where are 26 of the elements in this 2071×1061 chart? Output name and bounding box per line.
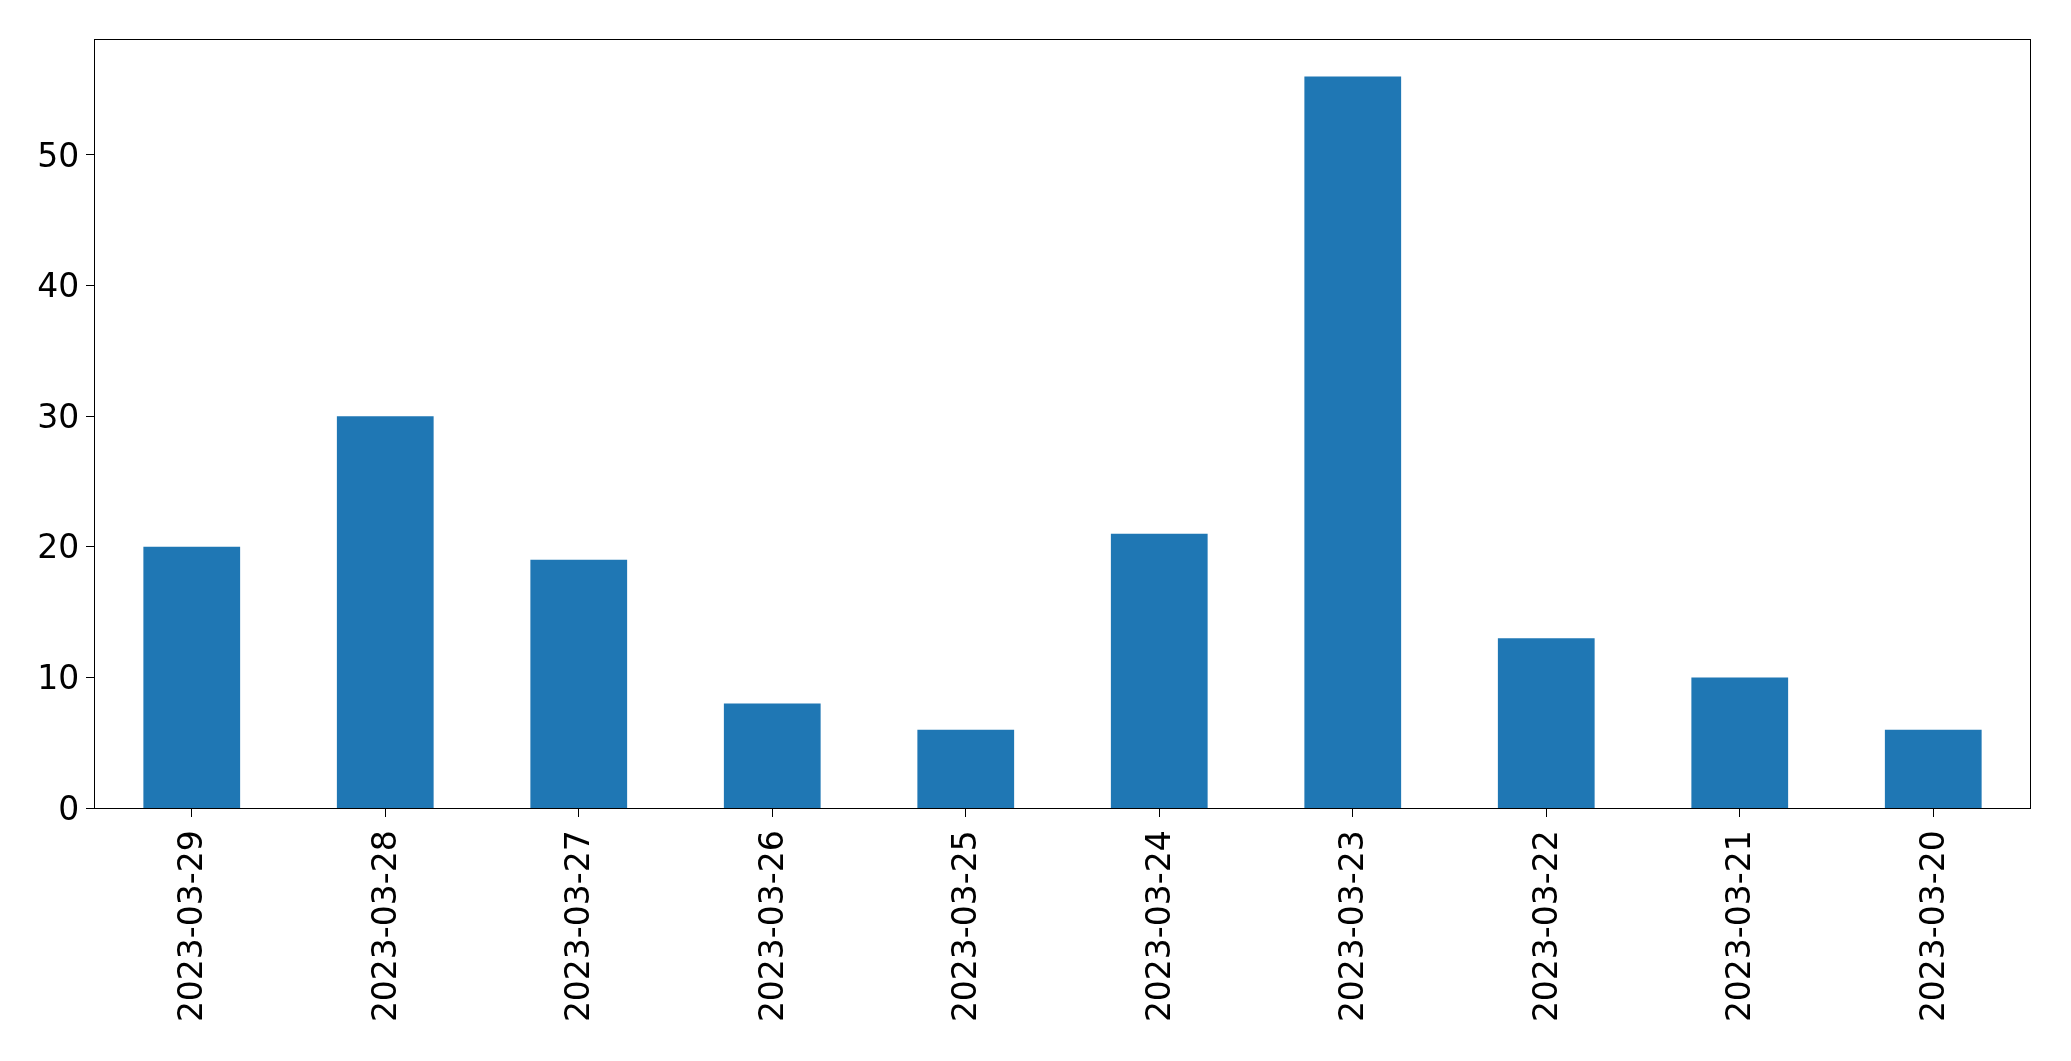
bar [336, 416, 434, 808]
x-tick-label: 2023-03-26 [751, 830, 791, 1023]
y-tick-label: 20 [37, 527, 80, 567]
x-tick-label: 2023-03-25 [945, 830, 985, 1023]
x-tick-label: 2023-03-24 [1138, 830, 1178, 1023]
y-tick-label: 10 [37, 657, 80, 697]
x-tick-label: 2023-03-27 [558, 830, 598, 1023]
bar [1497, 638, 1595, 808]
bar [917, 729, 1015, 808]
x-tick-label: 2023-03-21 [1719, 830, 1759, 1023]
bar [143, 546, 241, 808]
bar [723, 703, 821, 808]
y-tick-label: 30 [37, 396, 80, 436]
x-tick-label: 2023-03-22 [1525, 830, 1565, 1023]
y-tick-label: 40 [37, 266, 80, 306]
bar [530, 559, 628, 808]
x-tick-label: 2023-03-29 [171, 830, 211, 1023]
bar [1110, 533, 1208, 808]
x-tick-label: 2023-03-20 [1912, 830, 1952, 1023]
y-tick-label: 0 [58, 788, 80, 828]
bar [1691, 677, 1789, 808]
bar [1304, 76, 1402, 808]
y-tick-label: 50 [37, 135, 80, 175]
x-tick-label: 2023-03-28 [364, 830, 404, 1023]
x-tick-label: 2023-03-23 [1332, 830, 1372, 1023]
bar [1884, 729, 1982, 808]
